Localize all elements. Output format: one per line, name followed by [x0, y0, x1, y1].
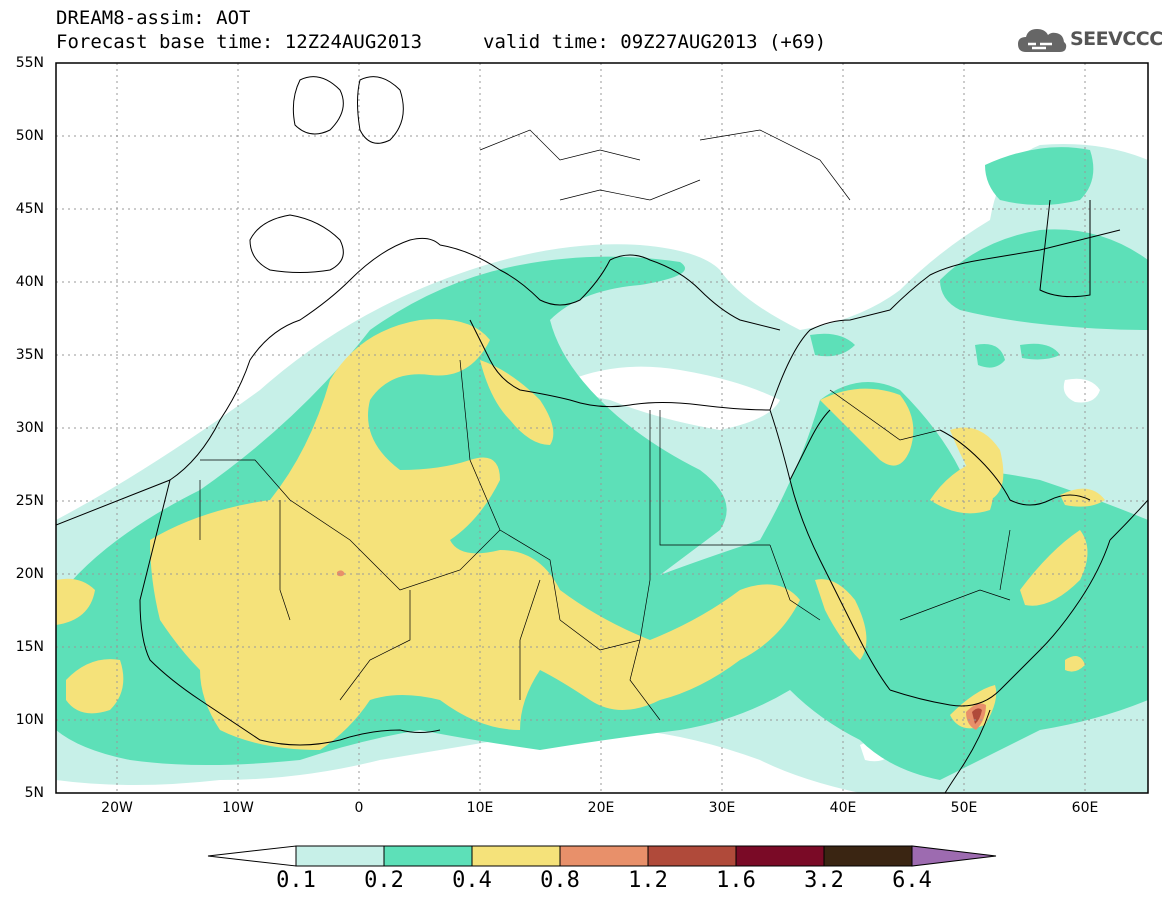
colorbar	[207, 845, 997, 867]
forecast-base-time: Forecast base time: 12Z24AUG2013	[56, 31, 423, 53]
aot-contour-peak	[337, 570, 345, 577]
colorbar-bin-6	[735, 845, 825, 867]
aot-contour-high	[815, 579, 867, 660]
aot-clear-region	[1063, 378, 1100, 403]
lon-label: 30E	[708, 800, 736, 816]
aot-contour-mid	[810, 333, 855, 357]
aot-contour-mid	[985, 147, 1094, 205]
colorbar-label: 3.2	[804, 868, 844, 893]
lat-label: 10N	[15, 712, 44, 728]
map-frame	[55, 62, 1149, 794]
lon-label: 10E	[466, 800, 494, 816]
lon-label: 0	[354, 800, 364, 816]
lat-label: 15N	[15, 639, 44, 655]
lat-label: 35N	[15, 347, 44, 363]
lat-label: 20N	[15, 566, 44, 582]
aot-contour-high	[1060, 488, 1105, 507]
country-borders	[199, 129, 1011, 721]
aot-contour-high	[1065, 656, 1085, 672]
logo-text: SEEVCCC	[1070, 28, 1163, 50]
aot-contour-high	[66, 659, 124, 714]
colorbar-bin-1	[295, 845, 385, 867]
colorbar-label: 0.1	[276, 868, 316, 893]
colorbar-under-arrow	[207, 845, 297, 867]
aot-contour-high	[56, 578, 95, 625]
colorbar-bin-4	[559, 845, 649, 867]
seevccc-logo: SEEVCCC	[1016, 24, 1163, 56]
lon-label: 20E	[587, 800, 615, 816]
aot-contour-mid	[940, 229, 1148, 330]
lon-label: 50E	[950, 800, 978, 816]
aot-contour-high	[150, 319, 800, 750]
lon-label: 10W	[222, 800, 254, 816]
colorbar-label: 1.6	[716, 868, 756, 893]
colorbar-label: 0.8	[540, 868, 580, 893]
lon-label: 20W	[101, 800, 133, 816]
valid-time: valid time: 09Z27AUG2013 (+69)	[483, 31, 827, 53]
aot-contour-mid	[1020, 343, 1060, 360]
chart-title: DREAM8-assim: AOT	[56, 7, 251, 29]
lat-label: 25N	[15, 493, 44, 509]
lat-label: 30N	[15, 420, 44, 436]
colorbar-bin-5	[647, 845, 737, 867]
coastlines	[56, 76, 1148, 793]
aot-contour-high	[480, 360, 554, 445]
aot-contour-mid	[975, 344, 1005, 368]
map-grid	[56, 63, 1148, 793]
colorbar-label: 0.4	[452, 868, 492, 893]
colorbar-label: 6.4	[892, 868, 932, 893]
colorbar-bin-2	[383, 845, 473, 867]
lat-label: 55N	[15, 55, 44, 71]
aot-clear-region	[570, 366, 780, 430]
aot-contour-high	[1020, 530, 1088, 606]
aot-contour-high	[820, 388, 914, 466]
lat-label: 45N	[15, 201, 44, 217]
lon-label: 60E	[1071, 800, 1099, 816]
colorbar-bin-3	[471, 845, 561, 867]
lat-label: 5N	[24, 785, 44, 801]
lat-label: 40N	[15, 274, 44, 290]
colorbar-label: 0.2	[364, 868, 404, 893]
cloud-icon	[1018, 29, 1067, 52]
lat-label: 50N	[15, 128, 44, 144]
colorbar-over-arrow	[911, 845, 997, 867]
colorbar-label: 1.2	[628, 868, 668, 893]
colorbar-bin-7	[823, 845, 913, 867]
lon-label: 40E	[829, 800, 857, 816]
